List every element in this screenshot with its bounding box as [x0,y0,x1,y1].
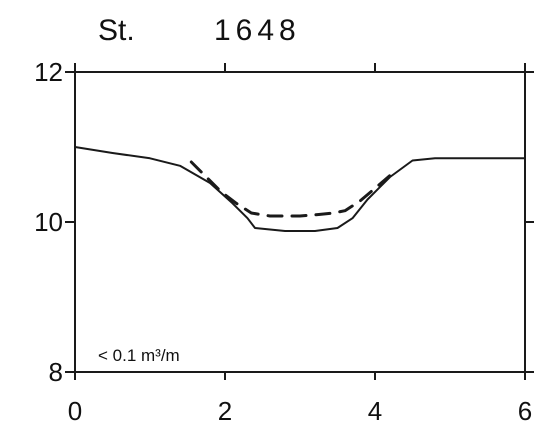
x-tick-label: 4 [368,396,382,423]
x-tick-label: 6 [518,396,532,423]
plot-frame [74,71,526,373]
x-tick-label: 0 [68,396,82,423]
x-tick-label: 2 [218,396,232,423]
tick-labels: 0 2 4 6 8 10 12 [34,57,532,423]
tick-marks [65,63,534,380]
station-label: St. [98,14,135,47]
series-group [74,146,526,232]
annotation-label: < 0.1 m³/m [98,346,180,365]
y-tick-label: 8 [49,357,63,387]
series-line-dashed [189,160,392,218]
station-number: 1648 [214,14,301,47]
series-line-solid [74,146,526,232]
y-tick-label: 10 [34,207,63,237]
y-tick-label: 12 [34,57,63,87]
